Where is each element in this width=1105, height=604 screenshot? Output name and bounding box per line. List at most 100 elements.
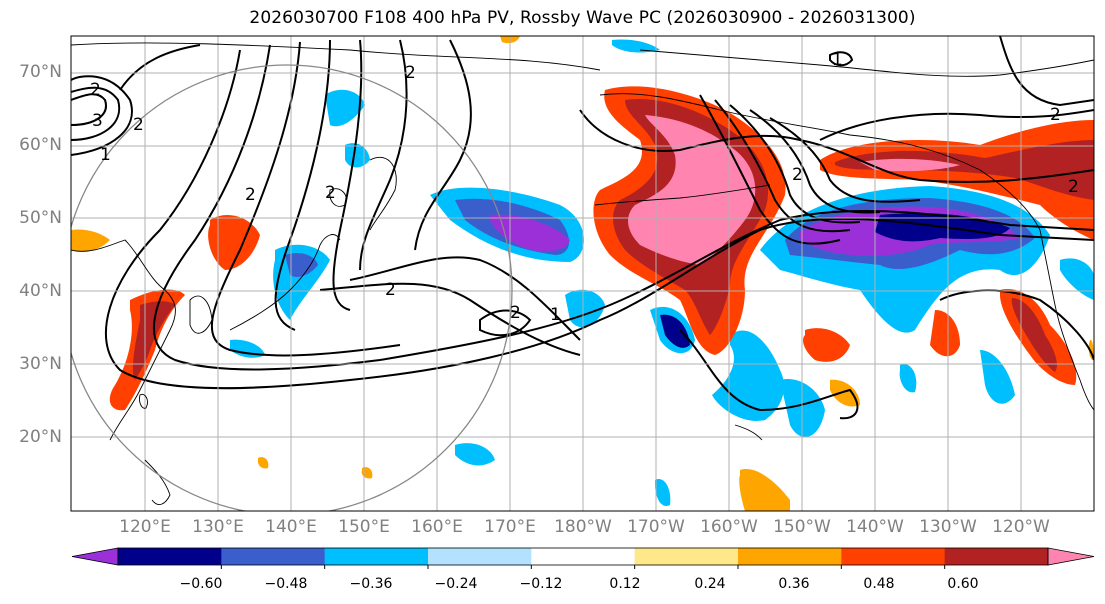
colorbar-tick-label: −0.36 — [349, 576, 393, 592]
contour-line — [71, 75, 133, 156]
anomaly-pos-west-coast-inner — [1011, 298, 1057, 372]
lon-label: 170°W — [627, 517, 685, 537]
lat-label-20n: 20°N — [19, 427, 62, 447]
contour-line — [829, 51, 854, 67]
lon-label: 140°E — [265, 517, 317, 537]
lat-label-40n: 40°N — [19, 281, 62, 301]
contour-label: 3 — [92, 111, 103, 131]
contour-label: 2 — [510, 303, 521, 323]
contour-label: 2 — [385, 280, 396, 300]
anomaly-neg-subtropics-3 — [712, 330, 785, 421]
contour-label-group: 1 2 3 2 2 2 2 2 1 2 2 1 2 2 — [90, 50, 1079, 325]
colorbar-arrow-left — [71, 547, 119, 566]
coastline-philippines — [144, 459, 171, 506]
pv-contours — [71, 36, 1094, 420]
colorbar-tick-label: 0.36 — [778, 576, 810, 592]
lon-label: 150°W — [773, 517, 831, 537]
contour-line — [579, 109, 1094, 183]
anomaly-pos-subtropic-1 — [803, 328, 850, 362]
lon-label: 160°W — [700, 517, 758, 537]
lon-label: 160°E — [411, 517, 463, 537]
colorbar-tick-label: −0.48 — [264, 576, 308, 592]
contour-label: 1 — [832, 50, 843, 70]
coastline-taiwan — [139, 393, 148, 409]
contour-line — [769, 117, 921, 203]
map-title: 2026030700 F108 400 hPa PV, Rossby Wave … — [249, 8, 916, 28]
contour-line — [679, 329, 859, 420]
coastline-north-america — [1039, 229, 1094, 411]
region-circle — [71, 64, 513, 511]
contour-label: 2 — [792, 165, 803, 185]
contour-line — [105, 49, 1094, 390]
contour-label: 2 — [133, 115, 144, 135]
anomaly-pos-subtropic-4 — [739, 469, 790, 511]
coastline-siberia — [71, 42, 601, 71]
colorbar-segment — [221, 548, 326, 565]
coastline-kamchatka — [369, 156, 397, 231]
anomaly-neg-south-2 — [655, 479, 671, 506]
lat-label-50n: 50°N — [19, 208, 62, 228]
colorbar-tick-label: −0.12 — [519, 576, 563, 592]
contour-line — [119, 44, 201, 91]
anomaly-neg-subtropics-2-core — [660, 314, 690, 348]
colorbar — [71, 547, 1095, 569]
map-gridlines — [71, 36, 1094, 511]
anomaly-pos-alaska-ridge-core — [628, 115, 756, 265]
colorbar-tick-label: −0.24 — [434, 576, 478, 592]
lon-label: 130°E — [192, 517, 244, 537]
anomaly-pos-japan-sea — [208, 215, 260, 270]
contour-line — [71, 93, 107, 126]
coastline-japan — [229, 234, 341, 331]
contour-label: 2 — [90, 80, 101, 100]
coastline-asia — [71, 239, 176, 441]
coastline-aleutians — [594, 184, 771, 206]
anomaly-neg-asia — [230, 339, 265, 358]
coastline-alaska-north — [639, 49, 1094, 77]
anomaly-pos-small-1 — [257, 457, 269, 469]
contour-line — [349, 256, 581, 341]
colorbar-segment — [118, 548, 222, 565]
colorbar-segment — [944, 548, 1049, 565]
lon-label: 180°W — [554, 517, 612, 537]
anomaly-pos-west-edge — [71, 229, 110, 252]
contour-label: 2 — [405, 63, 416, 83]
coastline-korea — [189, 295, 213, 334]
anomaly-pos-northeast-core — [860, 158, 960, 172]
lon-label: 120°E — [119, 517, 171, 537]
lon-label: 150°E — [338, 517, 390, 537]
anomaly-neg-japan-inner — [285, 253, 318, 277]
anomaly-pos-subtropic-2 — [930, 310, 960, 357]
contour-line — [359, 39, 408, 271]
coastline-japan-north — [329, 188, 347, 207]
lat-label-30n: 30°N — [19, 354, 62, 374]
contour-line — [819, 109, 1094, 141]
colorbar-tick-label: 0.12 — [609, 576, 641, 592]
contour-label: 2 — [1050, 105, 1061, 125]
anomaly-neg-south-4 — [980, 350, 1015, 404]
colorbar-arrow-right — [1047, 547, 1095, 566]
colorbar-segment — [634, 548, 739, 565]
colorbar-tick-label: 0.24 — [694, 576, 726, 592]
contour-line — [479, 309, 532, 337]
colorbar-tick-label: 0.60 — [947, 576, 979, 592]
colorbar-tick-label: −0.60 — [179, 576, 223, 592]
contour-line — [714, 99, 851, 233]
colorbar-tick-label: 0.48 — [863, 576, 895, 592]
colorbar-segment — [738, 548, 842, 565]
contour-line — [71, 86, 121, 141]
anomaly-pos-northeast-inner — [835, 140, 1094, 200]
lon-label: 130°W — [919, 517, 977, 537]
contour-line — [332, 39, 363, 311]
contour-line — [414, 39, 472, 251]
colorbar-segment — [531, 548, 636, 565]
colorbar-segment — [428, 548, 532, 565]
colorbar-frame — [117, 547, 1049, 566]
anomaly-neg-north-1 — [325, 89, 365, 127]
lat-label-60n: 60°N — [19, 135, 62, 155]
contour-line — [153, 44, 1094, 371]
lon-label: 120°W — [992, 517, 1050, 537]
contour-line — [319, 282, 581, 356]
coastlines — [71, 42, 1094, 506]
map-frame — [70, 35, 1095, 512]
contour-line — [749, 109, 881, 214]
